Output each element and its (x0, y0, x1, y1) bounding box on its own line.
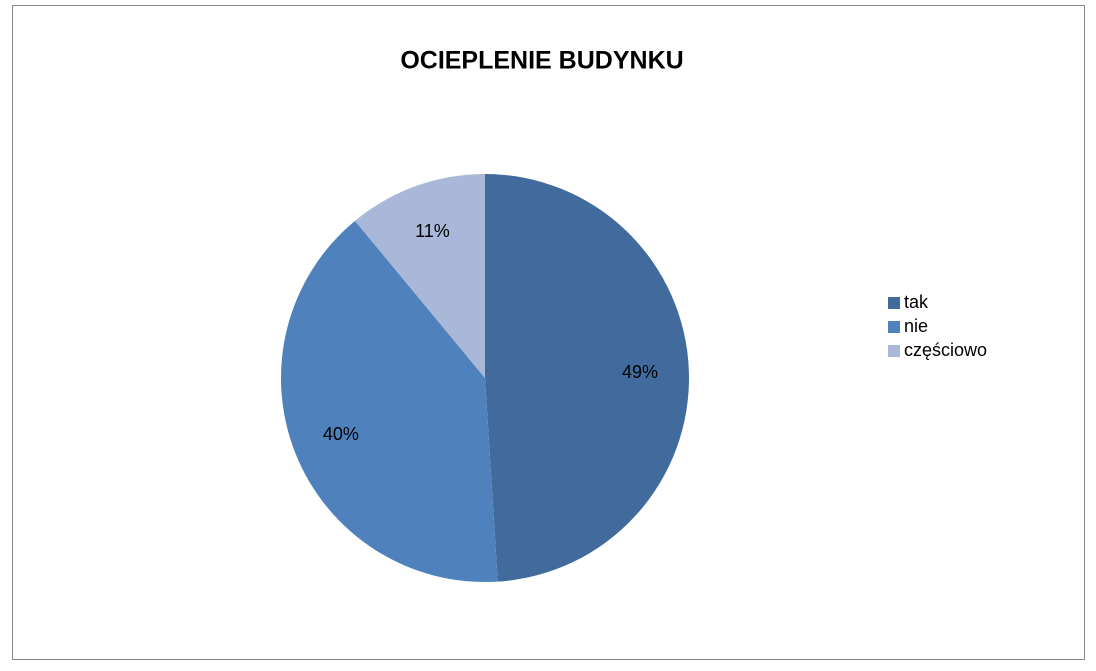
pie-slice (280, 220, 498, 582)
legend-swatch (888, 321, 900, 333)
pie-slice (354, 174, 485, 378)
legend-swatch (888, 345, 900, 357)
legend-label: częściowo (904, 340, 987, 360)
data-label: 49% (622, 362, 658, 382)
pie-slice (485, 174, 690, 582)
chart-title: OCIEPLENIE BUDYNKU (400, 47, 683, 75)
data-label: 11% (415, 221, 450, 241)
legend-label: tak (904, 292, 929, 312)
legend-label: nie (904, 316, 928, 336)
data-label: 40% (323, 424, 359, 444)
legend-swatch (888, 297, 900, 309)
